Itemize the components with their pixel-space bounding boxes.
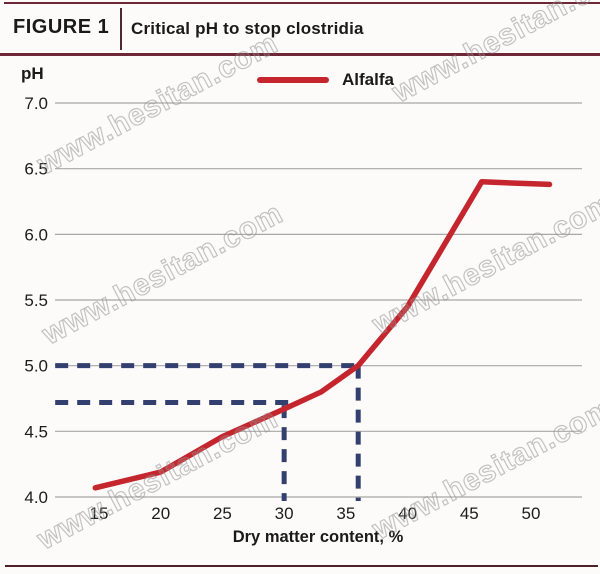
legend-label-alfalfa: Alfalfa	[342, 70, 394, 89]
header-bottom-rule	[0, 53, 600, 56]
y-tick-label: 4.0	[24, 488, 48, 507]
figure-bottom-rule	[5, 565, 598, 567]
y-tick-label: 7.0	[24, 94, 48, 113]
y-tick-label: 5.0	[24, 357, 48, 376]
y-tick-label: 6.0	[24, 225, 48, 244]
y-tick-label: 5.5	[24, 291, 48, 310]
x-tick-label: 50	[522, 504, 541, 523]
x-tick-label: 40	[398, 504, 417, 523]
x-axis-title: Dry matter content, %	[232, 528, 404, 546]
chart-legend: Alfalfa	[257, 70, 394, 90]
y-tick-label: 6.5	[24, 160, 48, 179]
x-tick-label: 20	[151, 504, 170, 523]
header-divider	[120, 8, 122, 50]
y-tick-label: 4.5	[24, 422, 48, 441]
header-top-rule	[4, 2, 600, 4]
figure-number-label: FIGURE 1	[13, 16, 110, 38]
x-tick-label: 30	[275, 504, 294, 523]
figure-title: Critical pH to stop clostridia	[131, 19, 364, 38]
x-tick-label: 45	[460, 504, 479, 523]
x-tick-label: 25	[213, 504, 232, 523]
y-axis-title: pH	[21, 64, 44, 83]
x-tick-label: 15	[90, 504, 109, 523]
alfalfa-line-swatch	[257, 77, 329, 83]
x-tick-label: 35	[336, 504, 355, 523]
alfalfa-curve	[92, 179, 553, 491]
